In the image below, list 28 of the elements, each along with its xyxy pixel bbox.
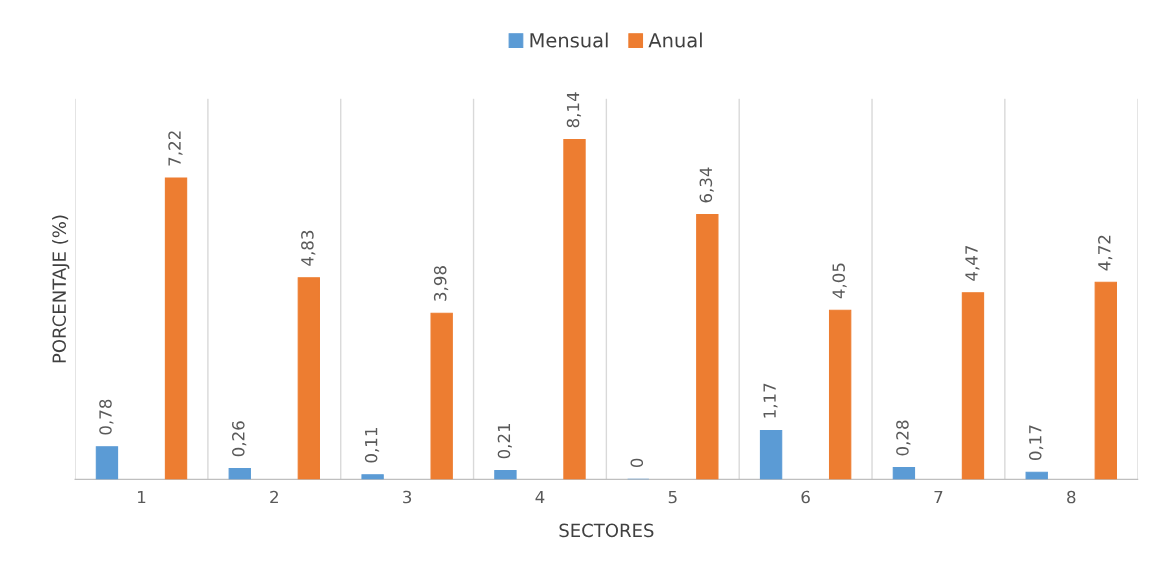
data-label: 3,98 bbox=[433, 266, 449, 301]
data-label: 0,21 bbox=[497, 423, 512, 459]
data-label: 6,34 bbox=[699, 167, 714, 203]
data-label: 4,83 bbox=[301, 230, 316, 266]
data-label: 0,78 bbox=[99, 399, 114, 435]
x-tick-label: 8 bbox=[1067, 490, 1076, 504]
legend-label: Mensual bbox=[530, 32, 608, 48]
data-label: 0,11 bbox=[364, 428, 380, 463]
data-label: 0,28 bbox=[896, 420, 911, 456]
x-tick-label: 2 bbox=[270, 490, 278, 504]
y-axis-title: PORCENTAJE (%) bbox=[52, 215, 70, 363]
x-tick-label: 3 bbox=[403, 490, 412, 504]
data-label: 4,47 bbox=[965, 245, 980, 281]
x-tick-label: 6 bbox=[801, 490, 810, 504]
x-tick-label: 5 bbox=[668, 490, 677, 504]
data-label: 0,17 bbox=[1028, 425, 1044, 461]
data-label: 1,17 bbox=[763, 383, 778, 418]
x-tick-label: 4 bbox=[535, 490, 545, 504]
legend-label: Anual bbox=[648, 32, 702, 48]
data-label: 4,05 bbox=[832, 263, 847, 299]
data-label: 0,26 bbox=[232, 421, 247, 457]
data-label: 0 bbox=[630, 458, 644, 468]
data-label: 7,22 bbox=[168, 131, 183, 166]
x-axis-title: SECTORES bbox=[559, 523, 654, 538]
x-tick-label: 7 bbox=[934, 490, 943, 504]
x-tick-label: 1 bbox=[138, 490, 146, 504]
data-label: 4,72 bbox=[1098, 235, 1113, 271]
data-label: 8,14 bbox=[566, 92, 582, 128]
